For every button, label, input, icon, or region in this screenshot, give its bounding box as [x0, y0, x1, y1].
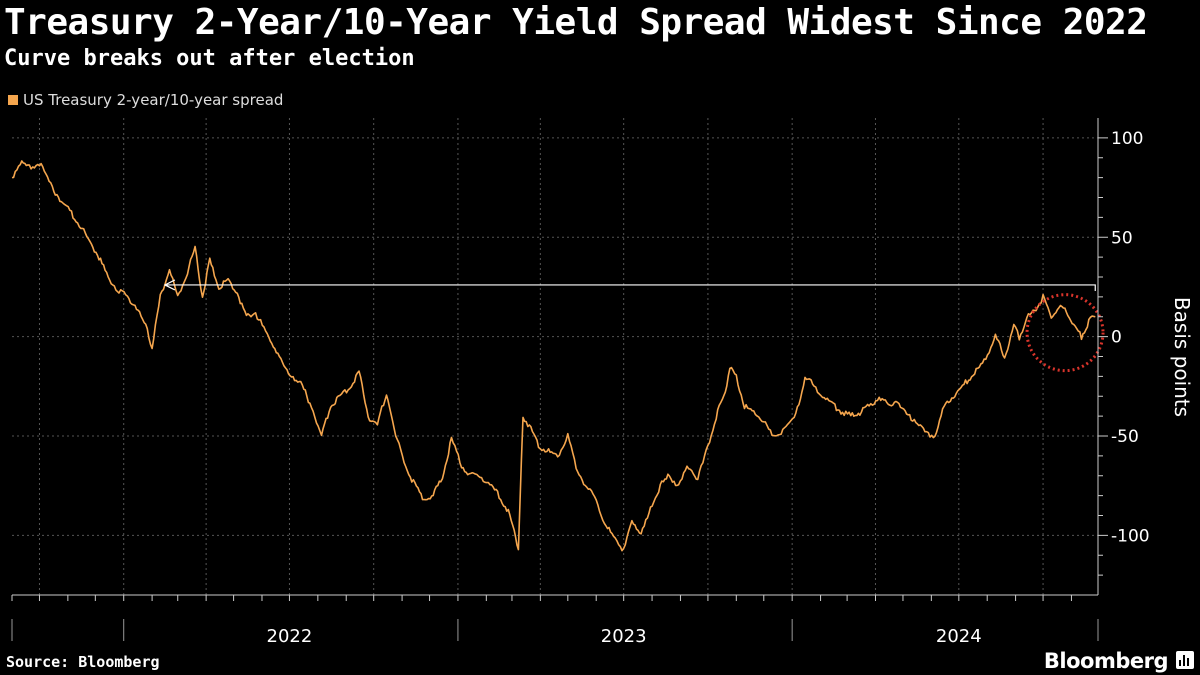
- arrow-line: [164, 284, 1096, 291]
- brand-logo: Bloomberg: [1043, 649, 1169, 673]
- highlight-circle: [1025, 293, 1105, 373]
- source-note: Source: Bloomberg: [6, 653, 160, 671]
- y-tick-label: 50: [1111, 228, 1133, 248]
- page-title: Treasury 2-Year/10-Year Yield Spread Wid…: [4, 2, 1148, 43]
- y-axis: 100 50 0 -50 -100: [1097, 118, 1150, 595]
- x-tick-label: 2022: [267, 626, 313, 647]
- series-line: [11, 160, 1096, 552]
- y-axis-label: Basis points: [1170, 297, 1194, 417]
- legend-label: US Treasury 2-year/10-year spread: [23, 91, 284, 109]
- arrow-head: [163, 279, 176, 291]
- page-subtitle: Curve breaks out after election: [4, 46, 415, 71]
- legend: US Treasury 2-year/10-year spread: [8, 91, 283, 109]
- bloomberg-chart-icon: [1176, 651, 1194, 669]
- x-axis: 2022 2023 2024: [11, 594, 1099, 647]
- annotations: [163, 279, 1105, 373]
- series-spread-line: [11, 160, 1096, 552]
- x-tick-label: 2024: [936, 626, 982, 647]
- y-tick-label: -100: [1111, 526, 1150, 546]
- y-tick-label: 0: [1111, 328, 1122, 348]
- grid: [12, 118, 1098, 595]
- y-tick-label: 100: [1111, 129, 1143, 149]
- y-tick-label: -50: [1111, 427, 1139, 447]
- legend-swatch: [8, 95, 18, 105]
- x-tick-label: 2023: [601, 626, 647, 647]
